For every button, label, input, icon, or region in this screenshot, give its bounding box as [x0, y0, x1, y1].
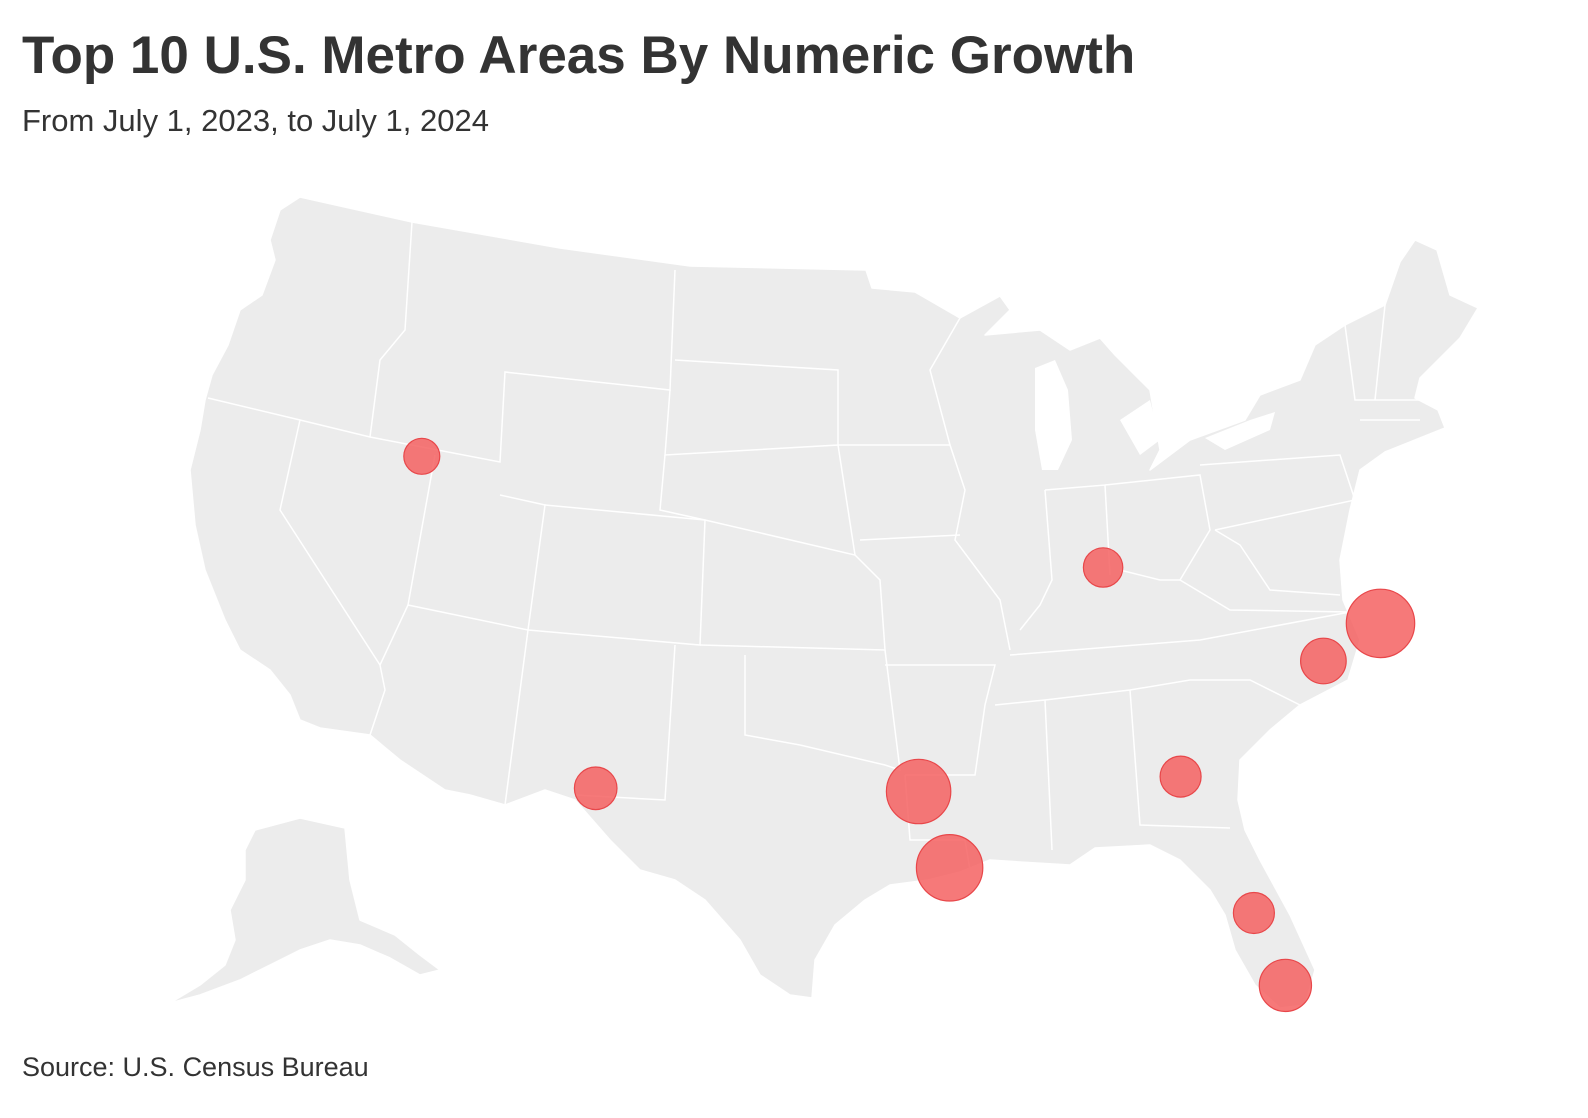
- metro-bubble-new-york[interactable]: [1345, 588, 1416, 659]
- metro-bubbles-layer: [403, 437, 1416, 1013]
- metro-bubble-washington-dc[interactable]: [1299, 637, 1347, 685]
- land-layer: [169, 196, 1479, 1009]
- page-title: Top 10 U.S. Metro Areas By Numeric Growt…: [22, 26, 1136, 85]
- source-note: Source: U.S. Census Bureau: [22, 1052, 369, 1082]
- metro-bubble-atlanta[interactable]: [1159, 755, 1202, 798]
- metro-bubble-dallas-fort-worth[interactable]: [885, 758, 952, 825]
- metro-bubble-phoenix[interactable]: [573, 766, 618, 811]
- metro-bubble-orlando[interactable]: [1232, 891, 1276, 935]
- great-lakes-water: [1035, 360, 1275, 470]
- us-map: [0, 170, 1588, 1030]
- metro-bubble-miami[interactable]: [1258, 958, 1313, 1013]
- page-subtitle: From July 1, 2023, to July 1, 2024: [22, 103, 489, 138]
- map-canvas: [169, 196, 1479, 1013]
- alaska-shape: [169, 817, 441, 1004]
- metro-bubble-chicago[interactable]: [1082, 547, 1124, 588]
- metro-bubble-seattle[interactable]: [403, 437, 441, 475]
- contiguous-us-shape: [189, 196, 1479, 1009]
- metro-bubble-houston[interactable]: [915, 833, 984, 902]
